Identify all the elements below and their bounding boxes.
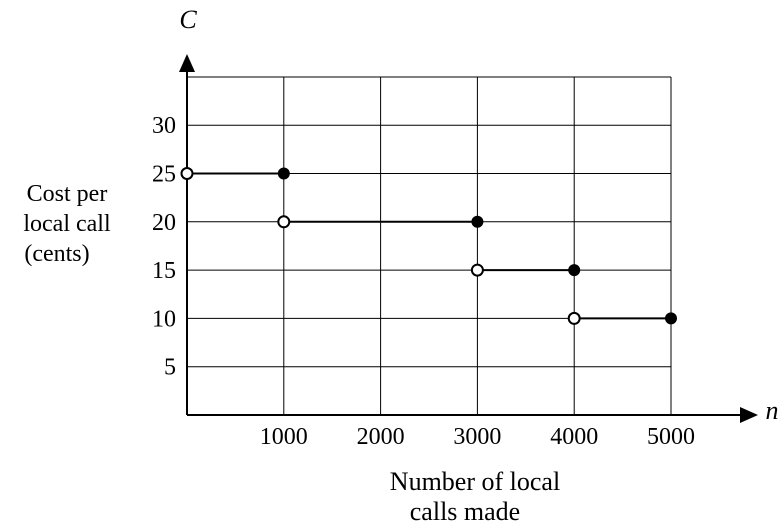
closed-endpoint xyxy=(277,167,290,180)
closed-endpoint xyxy=(665,312,677,325)
step-segments xyxy=(180,167,677,325)
y-tick-label: 25 xyxy=(152,162,176,188)
y-axis-arrowhead xyxy=(179,54,195,72)
y-axis-label-line-1: Cost per xyxy=(27,181,108,207)
x-axis-arrowhead xyxy=(740,407,758,423)
closed-endpoint xyxy=(568,264,581,277)
y-tick-label: 10 xyxy=(152,306,176,332)
x-tick-label: 1000 xyxy=(260,424,308,450)
y-axis-label-line-2: local call xyxy=(23,211,111,237)
axes xyxy=(179,54,758,423)
y-tick-label: 5 xyxy=(164,355,176,381)
x-axis-label-line-1: Number of local xyxy=(390,467,560,496)
grid xyxy=(187,76,672,415)
x-tick-label: 2000 xyxy=(357,424,405,450)
y-axis-symbol: C xyxy=(179,5,197,34)
x-tick-label: 3000 xyxy=(453,424,501,450)
y-tick-label: 20 xyxy=(152,210,176,236)
closed-endpoint xyxy=(471,215,484,228)
y-axis-label-line-3: (cents) xyxy=(24,241,89,267)
x-axis-label-line-2: calls made xyxy=(410,497,520,526)
y-tick-label: 30 xyxy=(152,113,176,139)
open-endpoint xyxy=(567,311,581,325)
x-axis-symbol: n xyxy=(766,396,779,425)
open-endpoint xyxy=(277,215,291,229)
tick-labels: 1000 2000 3000 4000 5000 5 10 15 20 25 30 xyxy=(152,113,695,450)
open-endpoint xyxy=(180,167,194,180)
x-tick-label: 4000 xyxy=(550,424,598,450)
x-tick-label: 5000 xyxy=(647,424,695,450)
y-tick-label: 15 xyxy=(152,258,176,284)
open-endpoint xyxy=(470,263,484,277)
